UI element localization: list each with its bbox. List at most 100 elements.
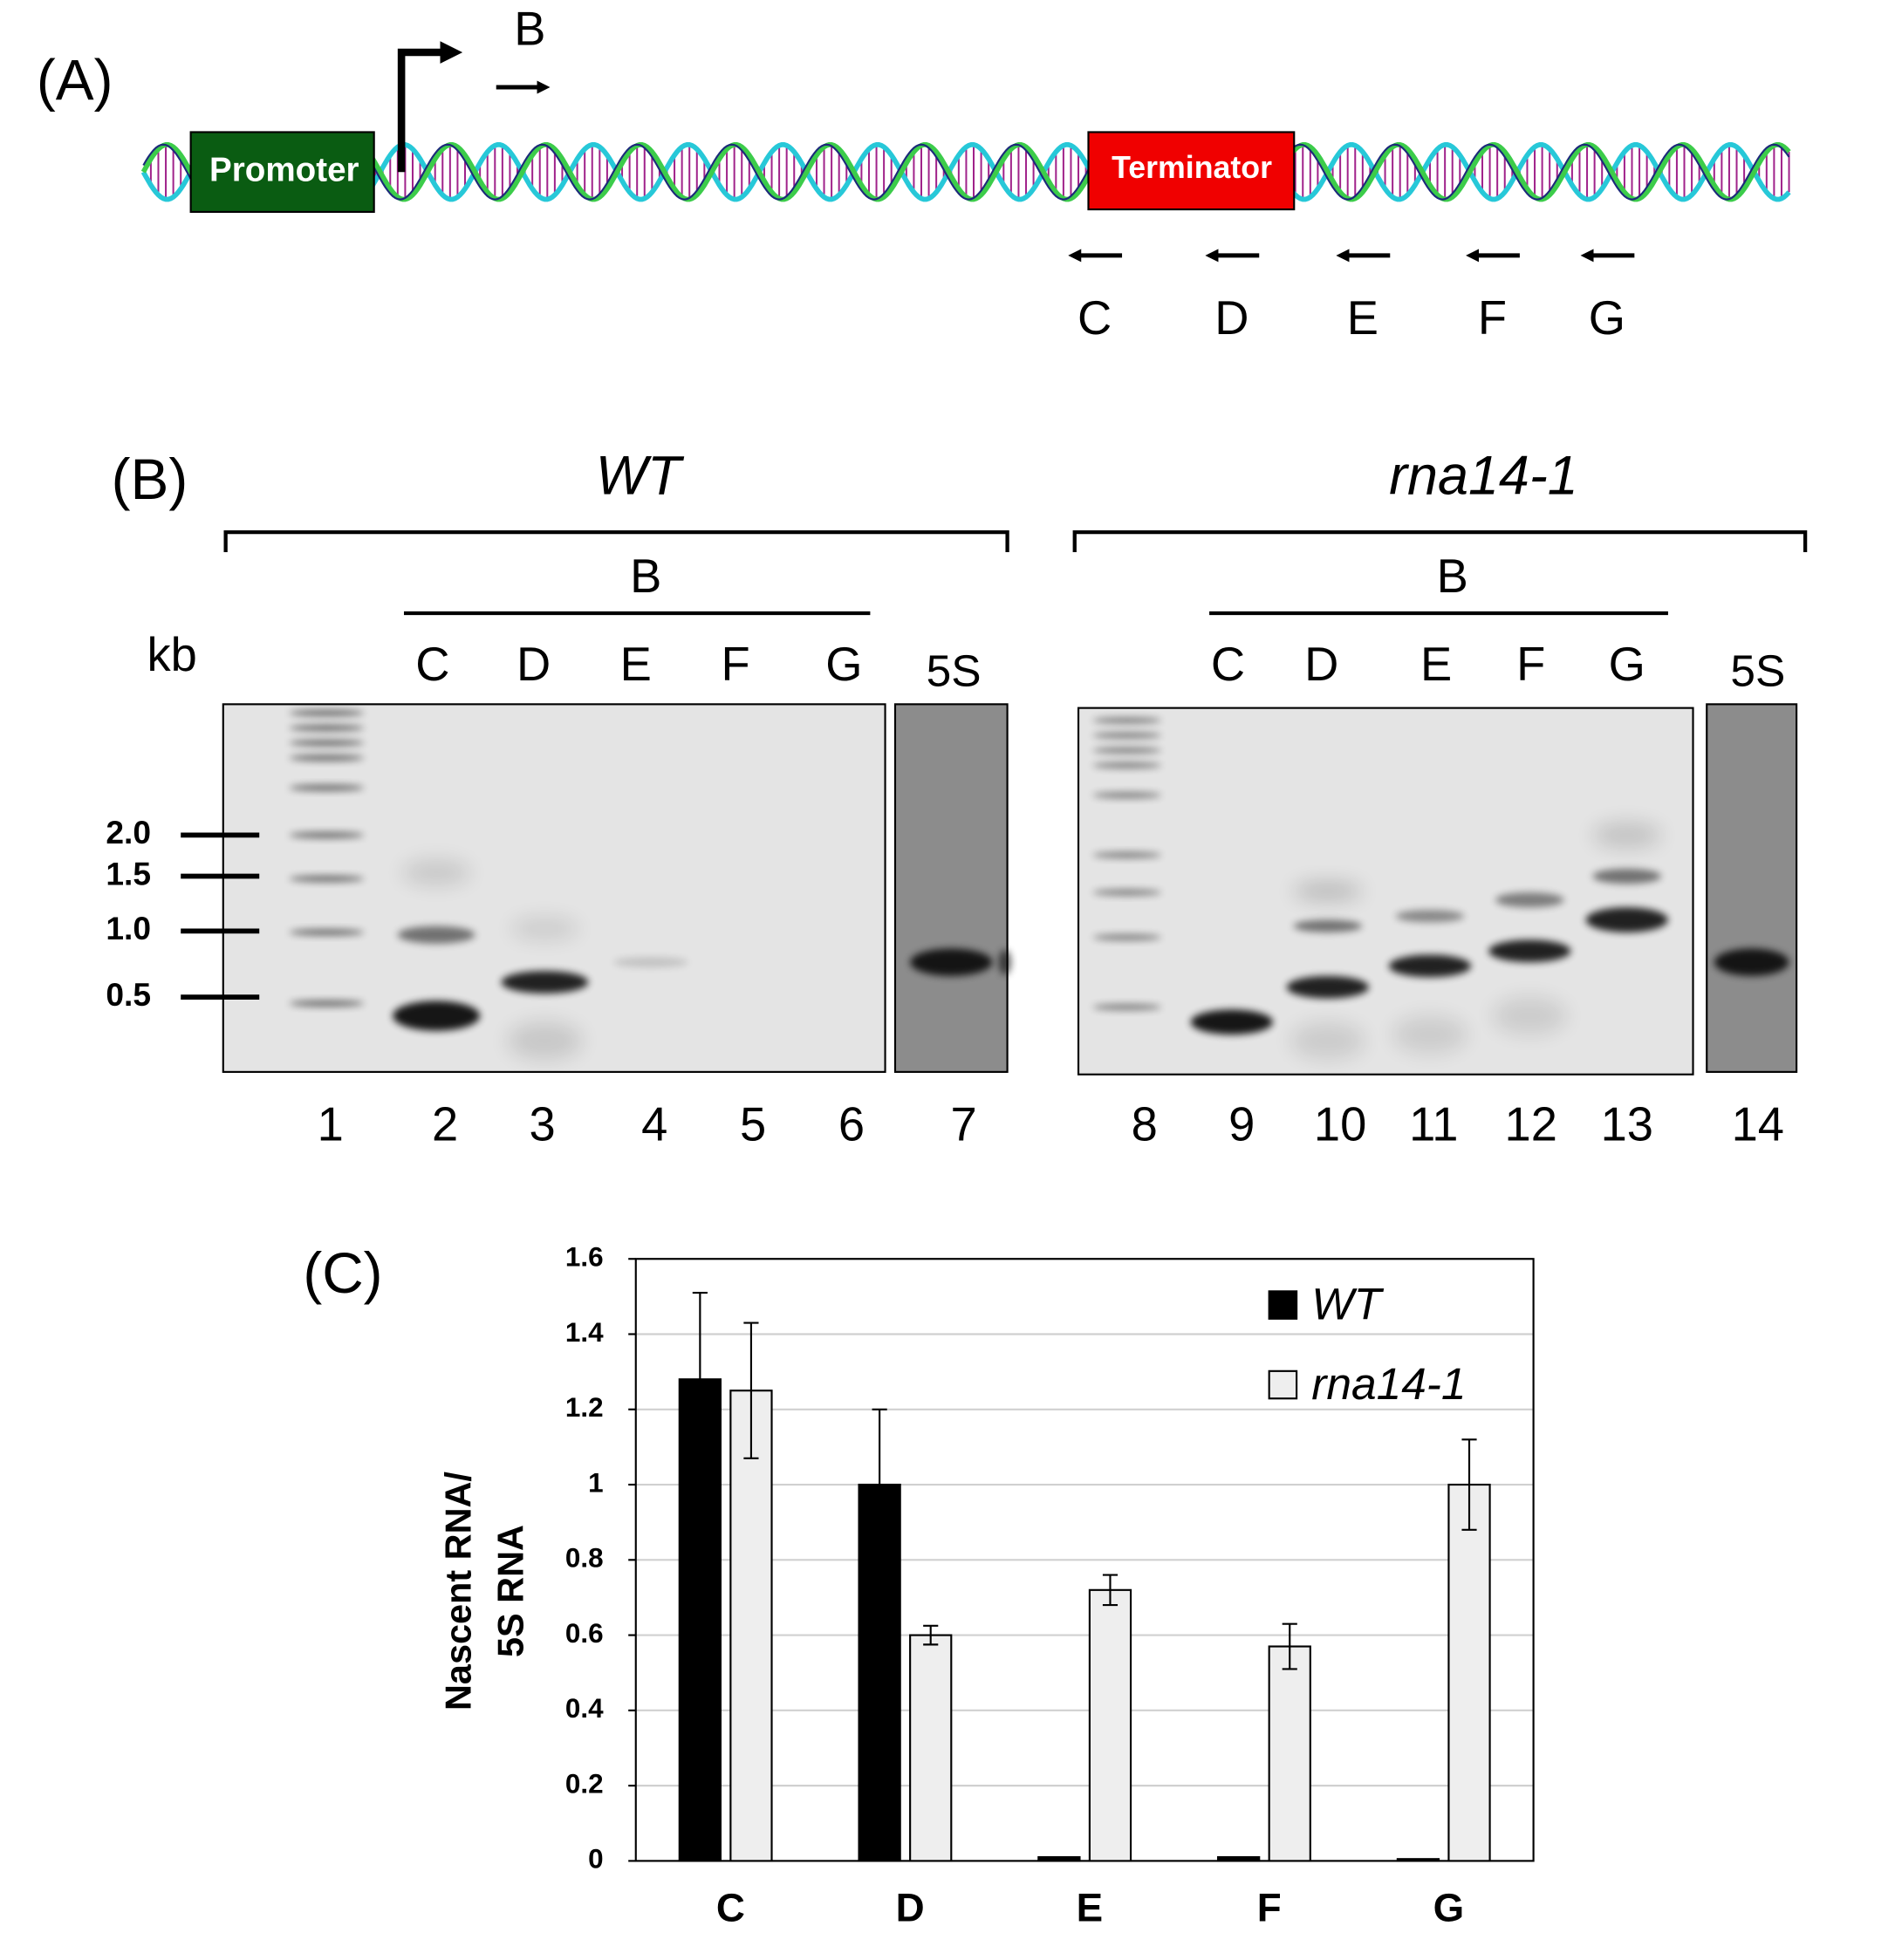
- y-tick-label: 1.2: [565, 1392, 604, 1423]
- gel-band: [1092, 851, 1162, 858]
- gel-band: [289, 929, 365, 936]
- gel-band: [289, 831, 365, 838]
- legend-label: rna14-1: [1311, 1358, 1466, 1409]
- bar: [729, 1390, 773, 1862]
- gel-band: [289, 784, 365, 791]
- dna-strand: [140, 142, 1791, 202]
- group-bracket: [223, 530, 1009, 553]
- gel-band: [1286, 975, 1369, 999]
- x-tick-label: D: [896, 1886, 925, 1930]
- gel-band: [1290, 1021, 1365, 1060]
- gel-band: [289, 1000, 365, 1007]
- x-tick-label: F: [1257, 1886, 1282, 1930]
- gel-band: [1395, 910, 1465, 923]
- bar: [1037, 1856, 1081, 1862]
- lane-primer-label: E: [1420, 638, 1452, 691]
- genotype-label: WT: [596, 446, 685, 507]
- y-tick-label: 1: [588, 1467, 603, 1498]
- x-tick-label: E: [1077, 1886, 1104, 1930]
- gel-band: [1492, 997, 1568, 1035]
- primer-forward-label: B: [514, 2, 545, 55]
- lane-number: 12: [1505, 1098, 1557, 1151]
- lane-number: 9: [1228, 1098, 1255, 1151]
- gel-band: [289, 709, 365, 716]
- gel-band: [401, 859, 471, 885]
- tss-arrow: [397, 41, 463, 173]
- y-axis-label: Nascent RNA/: [438, 1472, 479, 1711]
- gel-band: [501, 971, 589, 994]
- lane-number: 8: [1132, 1098, 1158, 1151]
- lane-number: 3: [529, 1098, 555, 1151]
- error-bar: [1282, 1622, 1297, 1670]
- size-label: 1.5: [106, 855, 151, 891]
- y-axis-label: 5S RNA: [490, 1525, 531, 1657]
- gel-band: [1488, 939, 1571, 963]
- size-label: 1.0: [106, 910, 151, 946]
- genotype-label: rna14-1: [1389, 446, 1578, 507]
- gel-band: [1190, 1009, 1273, 1035]
- primer-reverse-label: F: [1478, 291, 1507, 345]
- gel-band: [1495, 892, 1564, 908]
- dna-strand: [140, 142, 1791, 202]
- lane-number: 2: [432, 1098, 458, 1151]
- lane-number: 1: [318, 1098, 344, 1151]
- gel-band: [1092, 761, 1162, 768]
- gel-wt: [222, 703, 886, 1073]
- bar: [1447, 1483, 1491, 1862]
- gel-band: [1092, 1004, 1162, 1011]
- terminator-label: Terminator: [1112, 150, 1272, 185]
- lane-primer-label: E: [620, 638, 652, 691]
- gel-band: [1092, 747, 1162, 754]
- gel-band: [507, 1021, 583, 1060]
- gel-band: [289, 875, 365, 882]
- error-bar: [1461, 1438, 1477, 1531]
- bar: [909, 1634, 953, 1862]
- promoter-label: Promoter: [209, 151, 359, 188]
- gel-band: [510, 917, 579, 940]
- y-tick-label: 0.4: [565, 1693, 604, 1724]
- lane-number: 10: [1314, 1098, 1366, 1151]
- size-label: 2.0: [106, 814, 151, 850]
- panel-a: (A) Promoter Terminator B C D E F G: [37, 2, 1791, 345]
- gel-band: [1388, 954, 1472, 978]
- primer-header: B: [1437, 550, 1468, 603]
- lane-number: 13: [1601, 1098, 1653, 1151]
- gel-band: [1585, 907, 1668, 932]
- primer-reverse-label: G: [1589, 291, 1625, 345]
- error-bar: [692, 1291, 708, 1467]
- bar: [1088, 1588, 1132, 1862]
- y-tick-label: 0.8: [565, 1543, 604, 1574]
- lane-primer-label: C: [415, 638, 449, 691]
- gel-band: [289, 755, 365, 761]
- dna-strand: [142, 143, 1790, 201]
- x-tick-label: G: [1433, 1886, 1465, 1930]
- x-tick-label: C: [716, 1886, 745, 1930]
- lane-primer-label: C: [1211, 638, 1245, 691]
- gel-band: [393, 1000, 481, 1031]
- lane-number: 6: [838, 1098, 865, 1151]
- y-tick-label: 0.2: [565, 1768, 604, 1799]
- gel-band: [613, 957, 688, 967]
- gel-band: [998, 949, 1011, 975]
- primer-header: B: [630, 550, 661, 603]
- group-bracket: [1072, 530, 1808, 553]
- size-unit: kb: [147, 628, 197, 681]
- error-bar: [1102, 1574, 1119, 1607]
- promoter-box: [189, 131, 375, 213]
- bar: [1268, 1645, 1311, 1862]
- primer-reverse-label: C: [1077, 291, 1112, 345]
- lane-primer-label: F: [721, 638, 749, 691]
- gel-band: [1092, 792, 1162, 799]
- legend-label: WT: [1311, 1279, 1385, 1329]
- gel-band: [1092, 732, 1162, 739]
- gel-band: [1092, 933, 1162, 941]
- gel-band: [289, 724, 365, 732]
- gel-band: [1392, 1015, 1467, 1054]
- gel-5s-mutant: [1706, 703, 1798, 1073]
- gel-band: [1293, 882, 1363, 900]
- size-label: 0.5: [106, 976, 151, 1013]
- y-tick-label: 1.6: [565, 1242, 604, 1273]
- primer-reverse-label: E: [1347, 291, 1378, 345]
- gel-5s-wt: [893, 703, 1009, 1073]
